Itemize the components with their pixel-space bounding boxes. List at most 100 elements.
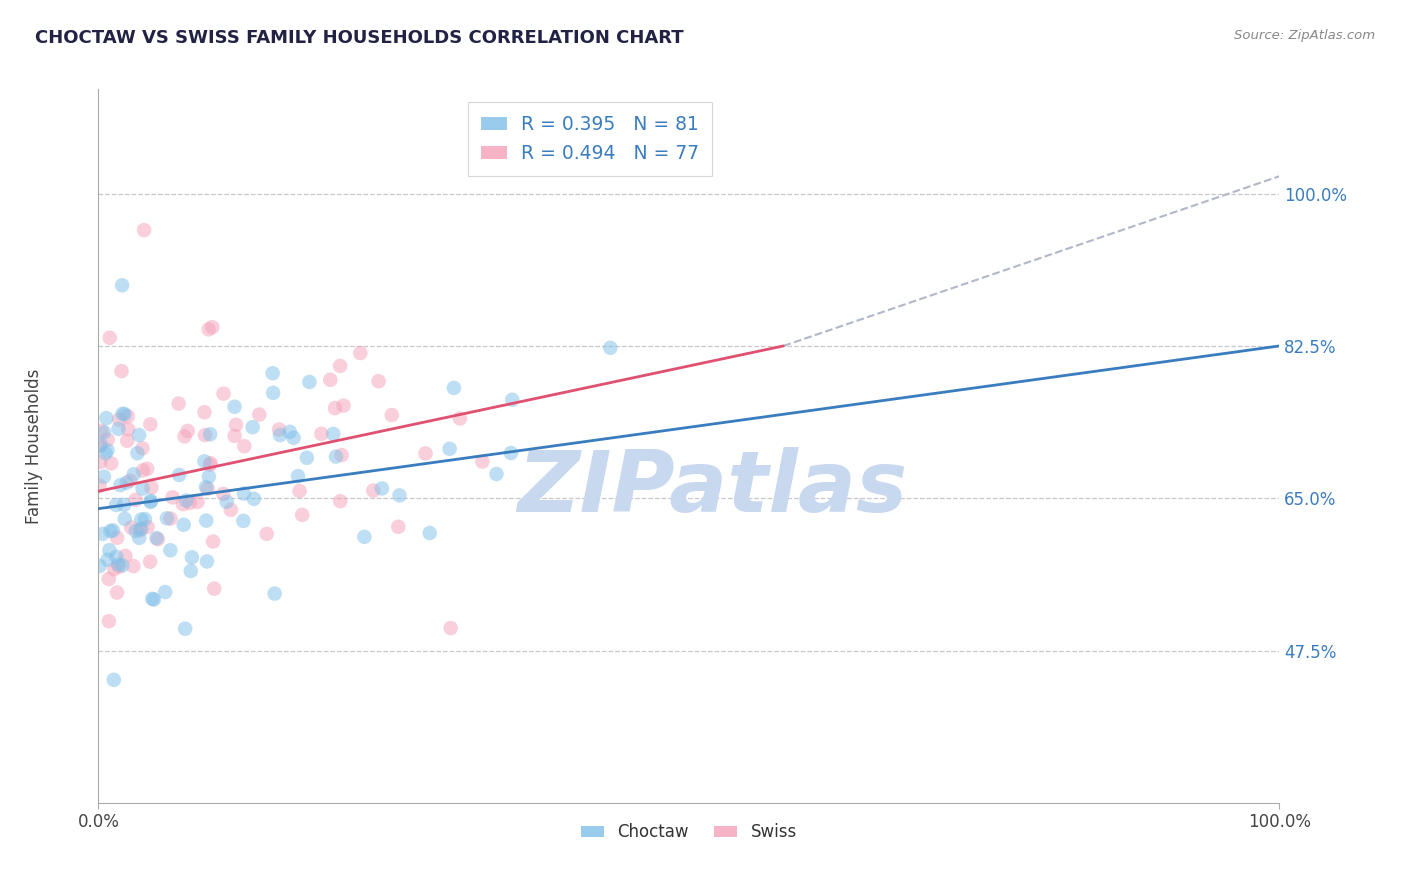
Point: [363, 483, 385, 498]
Point: [167, 467, 190, 482]
Point: [195, 514, 218, 528]
Point: [110, 478, 132, 492]
Point: [172, 497, 194, 511]
Point: [232, 514, 254, 528]
Point: [96, 443, 118, 458]
Point: [136, 461, 159, 475]
Point: [329, 359, 352, 373]
Point: [124, 492, 146, 507]
Point: [94, 446, 117, 460]
Point: [198, 469, 221, 483]
Point: [501, 392, 523, 407]
Point: [202, 534, 225, 549]
Point: [103, 673, 125, 687]
Point: [107, 558, 129, 572]
Point: [197, 322, 219, 336]
Point: [195, 480, 218, 494]
Point: [371, 482, 394, 496]
Point: [198, 458, 221, 472]
Point: [179, 496, 201, 510]
Point: [97, 553, 120, 567]
Point: [439, 442, 461, 456]
Point: [193, 405, 215, 419]
Text: Source: ZipAtlas.com: Source: ZipAtlas.com: [1234, 29, 1375, 42]
Point: [105, 498, 128, 512]
Point: [120, 520, 142, 534]
Point: [139, 495, 162, 509]
Point: [291, 508, 314, 522]
Point: [224, 429, 246, 443]
Point: [122, 467, 145, 482]
Point: [128, 428, 150, 442]
Point: [105, 549, 128, 564]
Point: [353, 530, 375, 544]
Point: [159, 511, 181, 525]
Point: [156, 511, 179, 525]
Point: [243, 491, 266, 506]
Point: [287, 469, 309, 483]
Point: [499, 446, 522, 460]
Point: [325, 450, 347, 464]
Point: [322, 426, 344, 441]
Point: [139, 417, 162, 432]
Point: [263, 586, 285, 600]
Point: [139, 493, 162, 508]
Point: [155, 585, 177, 599]
Point: [131, 482, 153, 496]
Point: [247, 408, 270, 422]
Point: [97, 572, 120, 586]
Point: [186, 495, 208, 509]
Point: [122, 559, 145, 574]
Point: [173, 429, 195, 443]
Point: [262, 385, 284, 400]
Point: [134, 512, 156, 526]
Point: [269, 428, 291, 442]
Point: [440, 621, 463, 635]
Point: [449, 411, 471, 425]
Point: [388, 488, 411, 502]
Point: [93, 469, 115, 483]
Point: [173, 517, 195, 532]
Text: CHOCTAW VS SWISS FAMILY HOUSEHOLDS CORRELATION CHART: CHOCTAW VS SWISS FAMILY HOUSEHOLDS CORRE…: [35, 29, 683, 46]
Point: [485, 467, 508, 481]
Point: [111, 407, 134, 421]
Point: [127, 446, 149, 460]
Point: [132, 223, 155, 237]
Point: [262, 366, 284, 380]
Point: [145, 531, 167, 545]
Point: [114, 549, 136, 563]
Point: [311, 426, 333, 441]
Point: [256, 527, 278, 541]
Point: [201, 320, 224, 334]
Point: [323, 401, 346, 416]
Point: [114, 407, 136, 421]
Point: [242, 420, 264, 434]
Point: [96, 411, 118, 425]
Point: [200, 456, 222, 470]
Point: [367, 374, 389, 388]
Point: [283, 431, 305, 445]
Point: [332, 399, 354, 413]
Point: [111, 558, 134, 573]
Point: [329, 494, 352, 508]
Point: [319, 373, 342, 387]
Point: [131, 442, 153, 456]
Point: [120, 474, 142, 488]
Point: [131, 512, 153, 526]
Point: [115, 475, 138, 490]
Point: [267, 423, 290, 437]
Point: [136, 520, 159, 534]
Point: [195, 554, 218, 568]
Point: [115, 434, 138, 448]
Point: [415, 446, 437, 460]
Point: [288, 484, 311, 499]
Point: [89, 558, 111, 573]
Point: [599, 341, 621, 355]
Point: [232, 486, 254, 500]
Point: [224, 400, 246, 414]
Point: [111, 278, 134, 293]
Point: [233, 439, 256, 453]
Point: [162, 491, 184, 505]
Point: [108, 412, 131, 426]
Point: [107, 422, 129, 436]
